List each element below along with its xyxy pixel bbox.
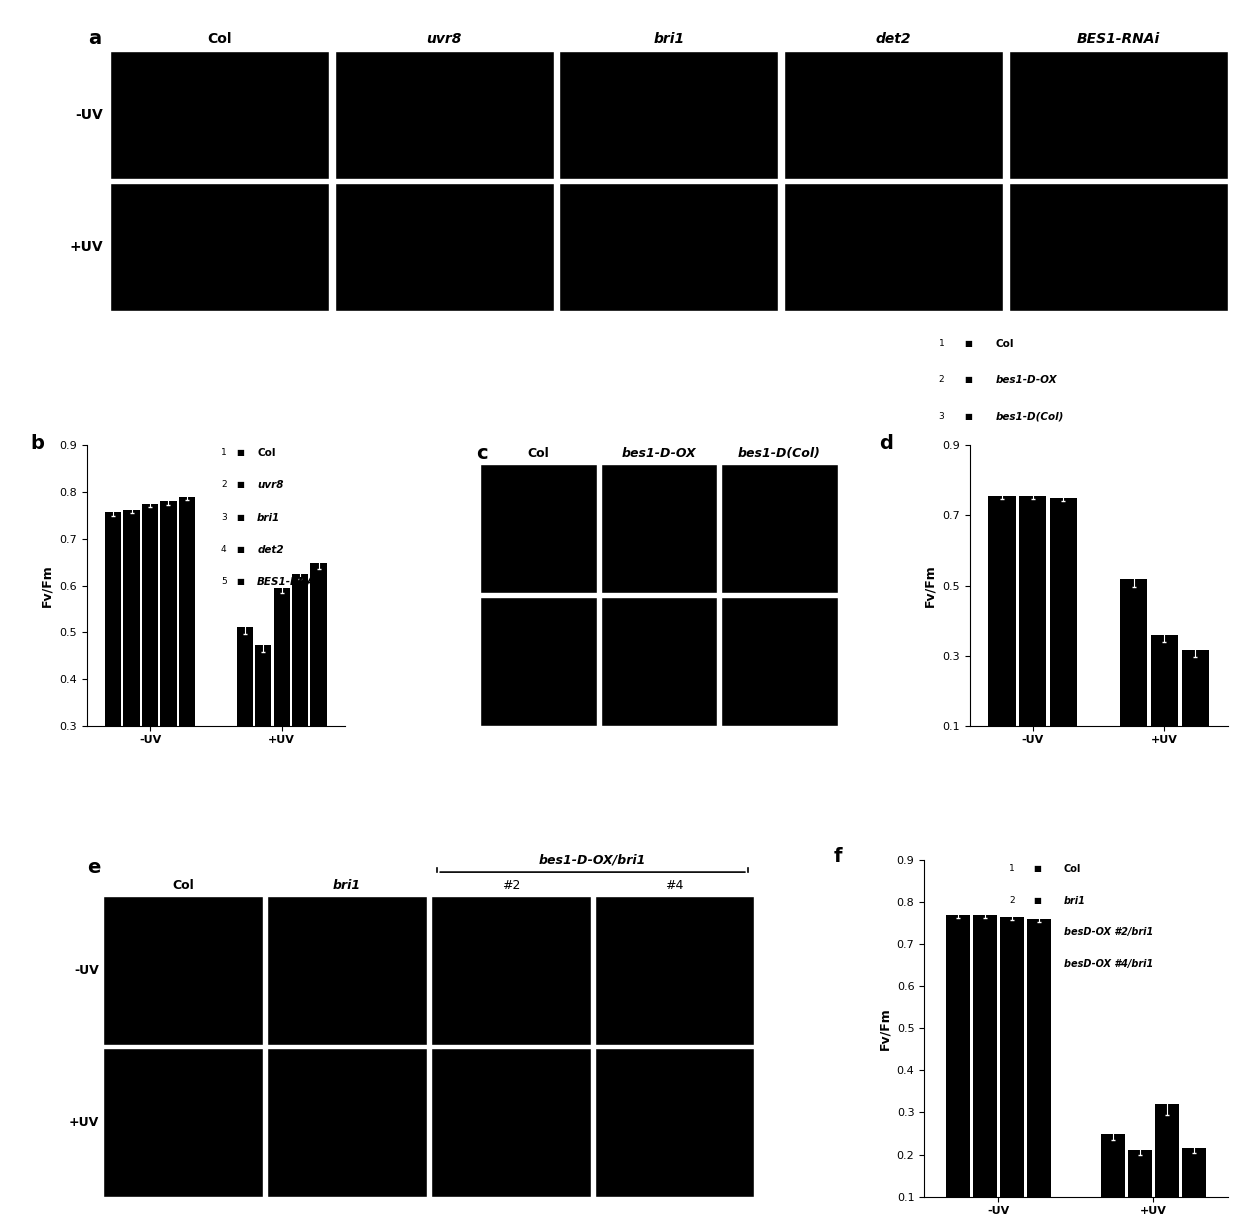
Text: bri1: bri1 (334, 879, 361, 893)
Text: ■: ■ (237, 448, 244, 457)
Bar (105, 512, 122, 866)
Bar (1001, 917, 1024, 1221)
Text: BES1-RNAi: BES1-RNAi (1076, 32, 1159, 46)
Text: 1: 1 (939, 339, 945, 348)
Text: ■: ■ (237, 545, 244, 554)
Y-axis label: Fv/Fm: Fv/Fm (878, 1007, 892, 1050)
Text: ■: ■ (1033, 960, 1042, 968)
Bar (1050, 498, 1078, 761)
Text: #2: #2 (501, 879, 520, 893)
Text: bri1: bri1 (653, 32, 684, 46)
Bar (973, 915, 997, 1221)
Text: bes1-D-OX: bes1-D-OX (996, 375, 1056, 386)
Text: Col: Col (1064, 863, 1081, 873)
Text: 2: 2 (221, 480, 227, 490)
Text: Col: Col (996, 339, 1014, 349)
Text: 2: 2 (1009, 895, 1014, 905)
Text: BES1-RNAi: BES1-RNAi (257, 578, 319, 587)
Bar (160, 502, 176, 866)
Bar (988, 496, 1016, 761)
Text: 4: 4 (1009, 960, 1014, 968)
Text: -UV: -UV (76, 107, 103, 122)
Text: d: d (879, 435, 893, 453)
Bar (1182, 651, 1209, 761)
Text: a: a (88, 29, 100, 49)
Text: Col: Col (528, 447, 549, 459)
Text: besD-OX #2/bri1: besD-OX #2/bri1 (1064, 928, 1153, 938)
Text: ■: ■ (965, 411, 972, 421)
Bar (1154, 1104, 1179, 1221)
Text: 3: 3 (221, 513, 227, 521)
Text: 3: 3 (1009, 928, 1014, 937)
Text: ■: ■ (965, 375, 972, 385)
Bar (1151, 635, 1178, 761)
Bar (1101, 1133, 1125, 1221)
Text: b: b (30, 435, 43, 453)
Text: det2: det2 (875, 32, 911, 46)
Bar (124, 510, 140, 866)
Text: 1: 1 (1009, 863, 1014, 873)
Text: ■: ■ (1033, 863, 1042, 873)
Y-axis label: Fv/Fm: Fv/Fm (924, 564, 936, 607)
Bar (237, 626, 253, 866)
Text: 4: 4 (221, 545, 227, 554)
Bar (274, 587, 290, 866)
Y-axis label: Fv/Fm: Fv/Fm (41, 564, 53, 607)
Text: det2: det2 (257, 545, 284, 554)
Bar (255, 646, 272, 866)
Text: 2: 2 (939, 375, 944, 385)
Text: ■: ■ (965, 339, 972, 348)
Text: bes1-D(Col): bes1-D(Col) (738, 447, 821, 459)
Text: bes1-D-OX/bri1: bes1-D-OX/bri1 (539, 853, 646, 866)
Text: bri1: bri1 (1064, 895, 1086, 906)
Text: bes1-D(Col): bes1-D(Col) (996, 411, 1064, 421)
Bar (291, 574, 309, 866)
Text: uvr8: uvr8 (427, 32, 461, 46)
Text: bri1: bri1 (257, 513, 280, 523)
Text: +UV: +UV (69, 239, 103, 254)
Text: Col: Col (257, 448, 275, 458)
Bar (1128, 1150, 1152, 1221)
Text: ■: ■ (1033, 928, 1042, 937)
Text: +UV: +UV (68, 1116, 99, 1129)
Text: ■: ■ (237, 578, 244, 586)
Text: #4: #4 (665, 879, 683, 893)
Bar (1182, 1148, 1205, 1221)
Text: ■: ■ (1033, 895, 1042, 905)
Text: Col: Col (172, 879, 195, 893)
Text: c: c (476, 443, 489, 463)
Bar (141, 504, 159, 866)
Bar (1120, 579, 1147, 761)
Text: bes1-D-OX: bes1-D-OX (621, 447, 697, 459)
Bar (946, 915, 970, 1221)
Text: uvr8: uvr8 (257, 480, 284, 491)
Text: f: f (833, 847, 842, 866)
Bar (310, 563, 326, 866)
Bar (179, 497, 195, 866)
Text: ■: ■ (237, 513, 244, 521)
Text: -UV: -UV (74, 965, 99, 977)
Text: ■: ■ (237, 480, 244, 490)
Bar (1027, 919, 1052, 1221)
Bar (1019, 496, 1047, 761)
Text: e: e (88, 858, 100, 877)
Text: 3: 3 (939, 411, 945, 421)
Text: Col: Col (207, 32, 232, 46)
Text: 1: 1 (221, 448, 227, 457)
Text: besD-OX #4/bri1: besD-OX #4/bri1 (1064, 960, 1153, 969)
Text: 5: 5 (221, 578, 227, 586)
